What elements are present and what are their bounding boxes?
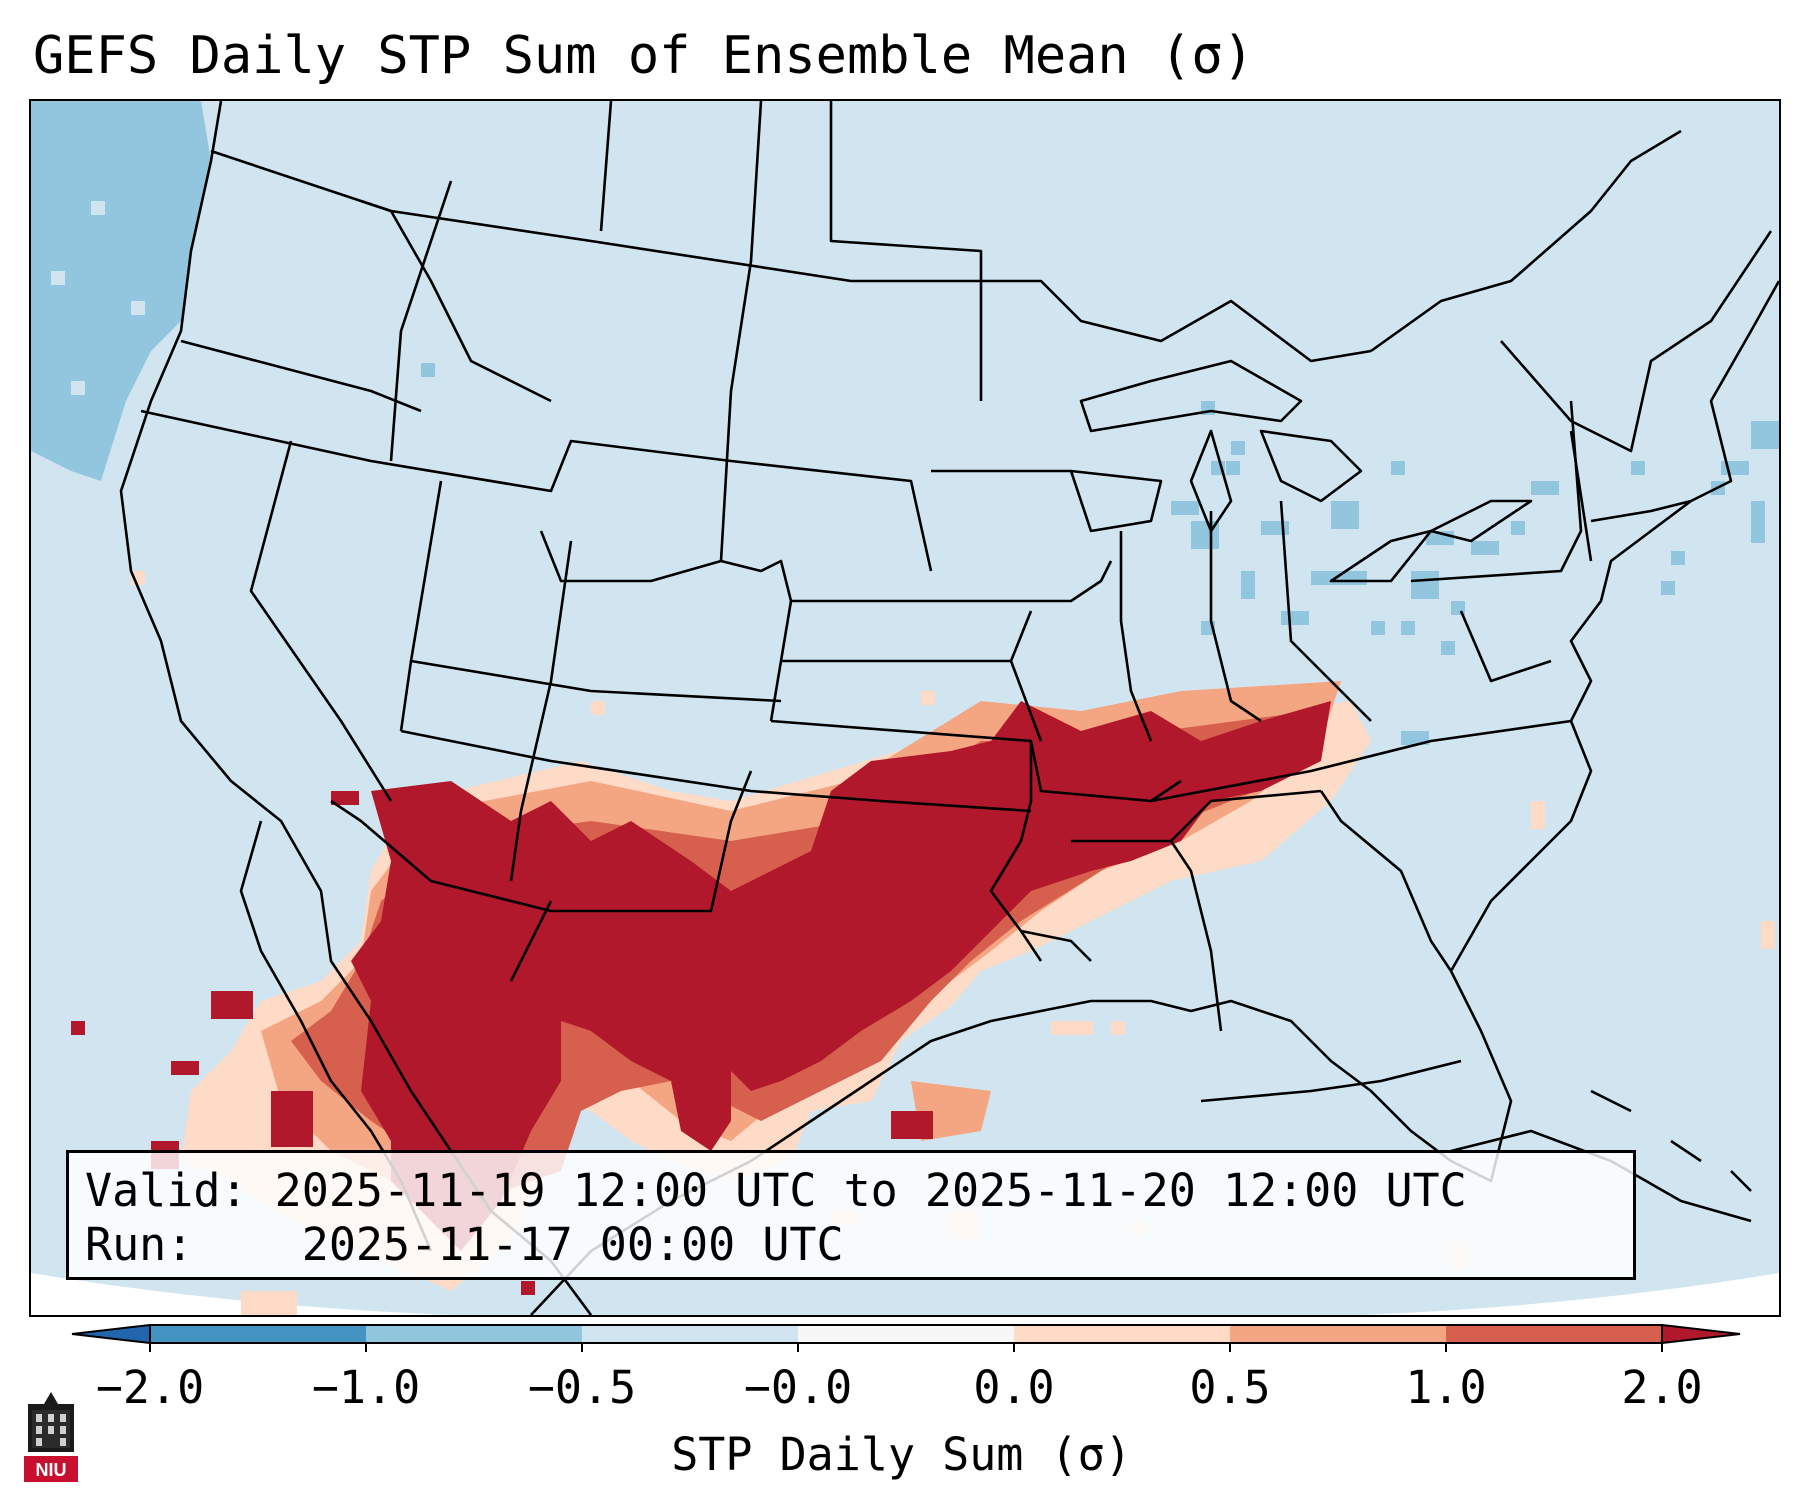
colorbar-segment-6 bbox=[1230, 1325, 1446, 1343]
map-panel[interactable] bbox=[29, 99, 1781, 1317]
projection-edge-right bbox=[1361, 1273, 1779, 1315]
colorbar-segment-7 bbox=[1446, 1325, 1662, 1343]
colorbar-tick-label: 1.0 bbox=[1405, 1361, 1487, 1414]
run-value: 2025-11-17 00:00 UTC bbox=[301, 1218, 844, 1271]
map-title: GEFS Daily STP Sum of Ensemble Mean (σ) bbox=[33, 26, 1254, 86]
colorbar-tick-label: 2.0 bbox=[1621, 1361, 1703, 1414]
negative-anomaly-pacific bbox=[31, 101, 211, 481]
colorbar-segment-4 bbox=[798, 1325, 1014, 1343]
colorbar-segment-5 bbox=[1014, 1325, 1230, 1343]
colorbar-label: STP Daily Sum (σ) bbox=[671, 1428, 1132, 1481]
valid-time-box: Valid: 2025-11-19 12:00 UTC to 2025-11-2… bbox=[66, 1150, 1636, 1280]
run-label: Run: bbox=[85, 1218, 194, 1271]
projection-edge-left bbox=[31, 1273, 451, 1315]
colorbar-under-arrow bbox=[71, 1323, 151, 1345]
colorbar-frame bbox=[149, 1324, 1663, 1344]
map-canvas bbox=[31, 101, 1779, 1315]
logo-text: NIU bbox=[36, 1460, 67, 1480]
positive-anomaly-max bbox=[71, 701, 1331, 1295]
valid-value: 2025-11-19 12:00 UTC to 2025-11-20 12:00… bbox=[274, 1164, 1467, 1217]
valid-line: Valid: 2025-11-19 12:00 UTC to 2025-11-2… bbox=[85, 1165, 1467, 1217]
colorbar-over-arrow bbox=[1661, 1323, 1741, 1345]
run-line: Run: 2025-11-17 00:00 UTC bbox=[85, 1219, 844, 1271]
colorbar-segment-2 bbox=[366, 1325, 582, 1343]
negative-anomaly-northeast bbox=[421, 363, 1779, 745]
colorbar-tick-label: −1.0 bbox=[311, 1361, 421, 1414]
state-borders bbox=[140, 101, 1773, 1103]
colorbar bbox=[71, 1323, 1741, 1352]
colorbar-tick-label: −2.0 bbox=[95, 1361, 205, 1414]
university-tower-icon: NIU bbox=[24, 1392, 78, 1482]
colorbar-segment-3 bbox=[582, 1325, 798, 1343]
colorbar-tick-label: −0.0 bbox=[743, 1361, 853, 1414]
colorbar-tick-label: 0.0 bbox=[973, 1361, 1055, 1414]
colorbar-tick-label: −0.5 bbox=[527, 1361, 637, 1414]
valid-label: Valid: bbox=[85, 1164, 248, 1217]
colorbar-segment-1 bbox=[150, 1325, 366, 1343]
colorbar-tick-label: 0.5 bbox=[1189, 1361, 1271, 1414]
